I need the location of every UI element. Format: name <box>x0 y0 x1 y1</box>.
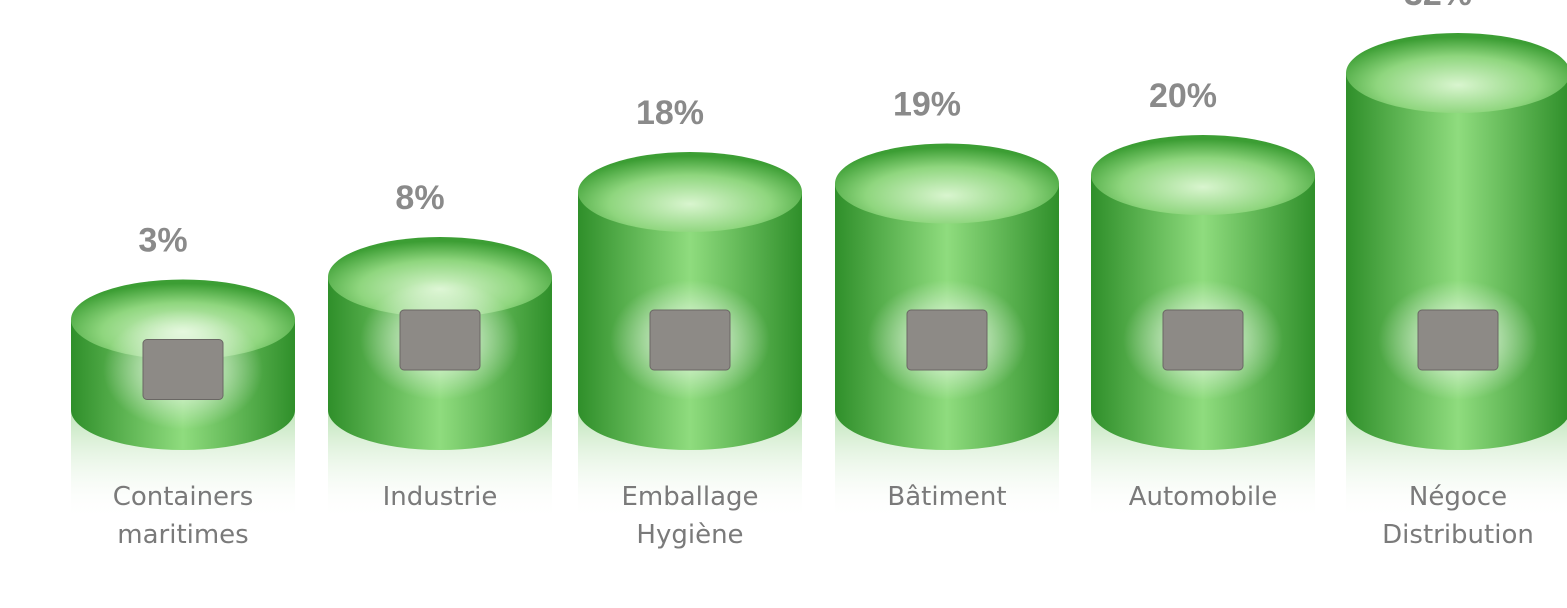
icon <box>142 339 224 400</box>
cylinder-top <box>578 152 802 232</box>
cylinder-top <box>835 143 1059 224</box>
x-tick-label: Containers <box>113 482 254 512</box>
cylinder-top <box>1346 33 1567 113</box>
x-tick-label: Bâtiment <box>887 482 1006 512</box>
value-label: 3% <box>138 222 187 260</box>
cylinder-top <box>328 237 552 317</box>
cylinder-top <box>1091 135 1315 215</box>
x-tick-label: Industrie <box>383 482 498 512</box>
x-tick-label: Hygiène <box>636 520 743 550</box>
value-label: 20% <box>1149 77 1217 115</box>
icon <box>399 309 481 371</box>
x-tick-label: Négoce <box>1409 482 1507 512</box>
value-label: 19% <box>893 86 961 124</box>
value-label: 32% <box>1404 0 1472 13</box>
x-tick-label: Emballage <box>621 482 758 512</box>
x-tick-label: Automobile <box>1129 482 1278 512</box>
icon <box>649 309 731 371</box>
value-label: 8% <box>395 179 444 217</box>
x-tick-label: maritimes <box>117 520 248 550</box>
icon <box>1417 309 1499 371</box>
value-label: 18% <box>636 94 704 132</box>
x-tick-label: Distribution <box>1382 520 1534 550</box>
icon <box>906 309 988 371</box>
icon <box>1162 309 1244 371</box>
